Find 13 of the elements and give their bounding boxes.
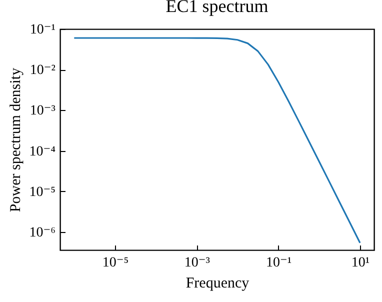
- x-axis-title: Frequency: [186, 276, 250, 292]
- x-tick-label: 10⁻¹: [266, 256, 292, 270]
- x-tick-label: 10¹: [351, 256, 370, 270]
- y-tick-label: 10⁻⁶: [29, 225, 56, 240]
- y-tick-label: 10⁻⁵: [29, 184, 56, 200]
- x-tick-label: 10⁻⁵: [102, 256, 129, 270]
- y-tick-label: 10⁻¹: [30, 22, 56, 38]
- y-tick-label: 10⁻²: [30, 63, 56, 78]
- y-axis-title: Power spectrum density: [8, 67, 24, 212]
- chart-title: EC1 spectrum: [166, 0, 268, 16]
- y-tick-label: 10⁻⁴: [29, 144, 56, 160]
- x-tick-label: 10⁻³: [184, 256, 210, 270]
- y-tick-label: 10⁻³: [30, 104, 56, 119]
